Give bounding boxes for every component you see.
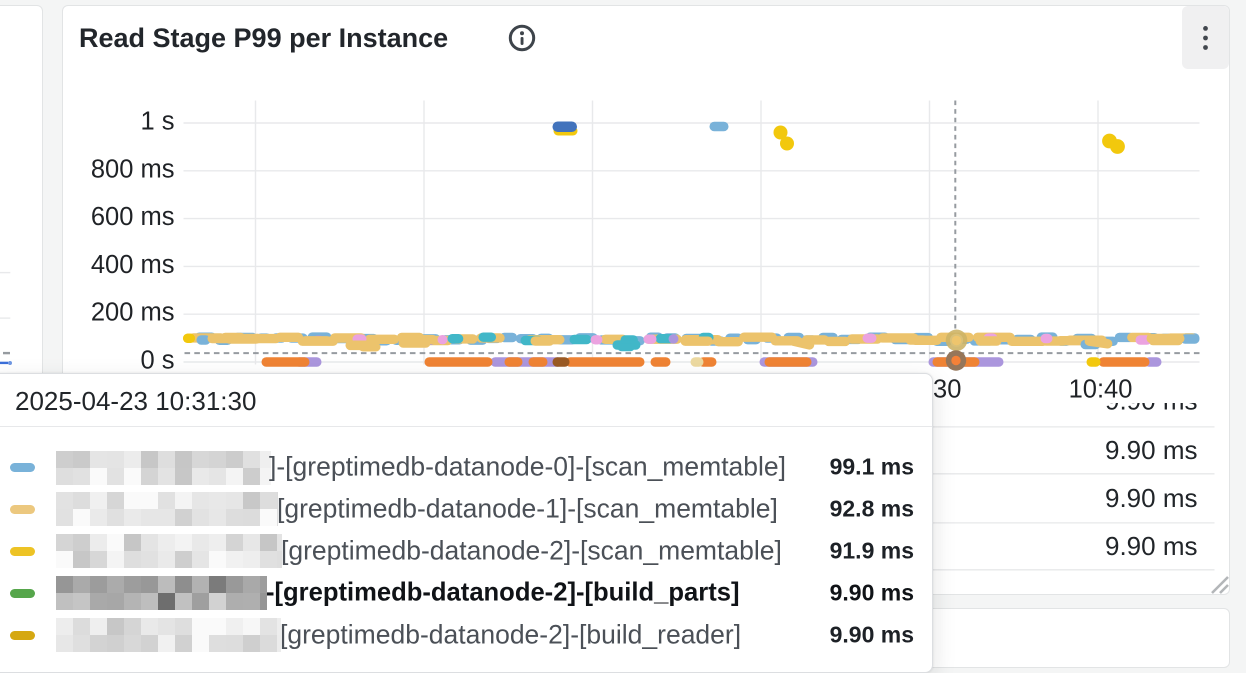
svg-text:0 s: 0 s [140, 346, 174, 374]
svg-text:9.90 ms: 9.90 ms [1105, 385, 1198, 415]
svg-text:1 s: 1 s [140, 107, 174, 135]
svg-text:800 ms: 800 ms [90, 155, 174, 183]
svg-text:10:40: 10:40 [1068, 375, 1132, 403]
svg-text:9.90 ms: 9.90 ms [1105, 434, 1198, 464]
svg-text:400 ms: 400 ms [90, 250, 174, 278]
svg-text:9.90 ms: 9.90 ms [1105, 530, 1198, 560]
svg-text:600 ms: 600 ms [90, 203, 174, 231]
svg-text:9.90 ms: 9.90 ms [1105, 483, 1198, 513]
svg-text:200 ms: 200 ms [90, 298, 174, 326]
